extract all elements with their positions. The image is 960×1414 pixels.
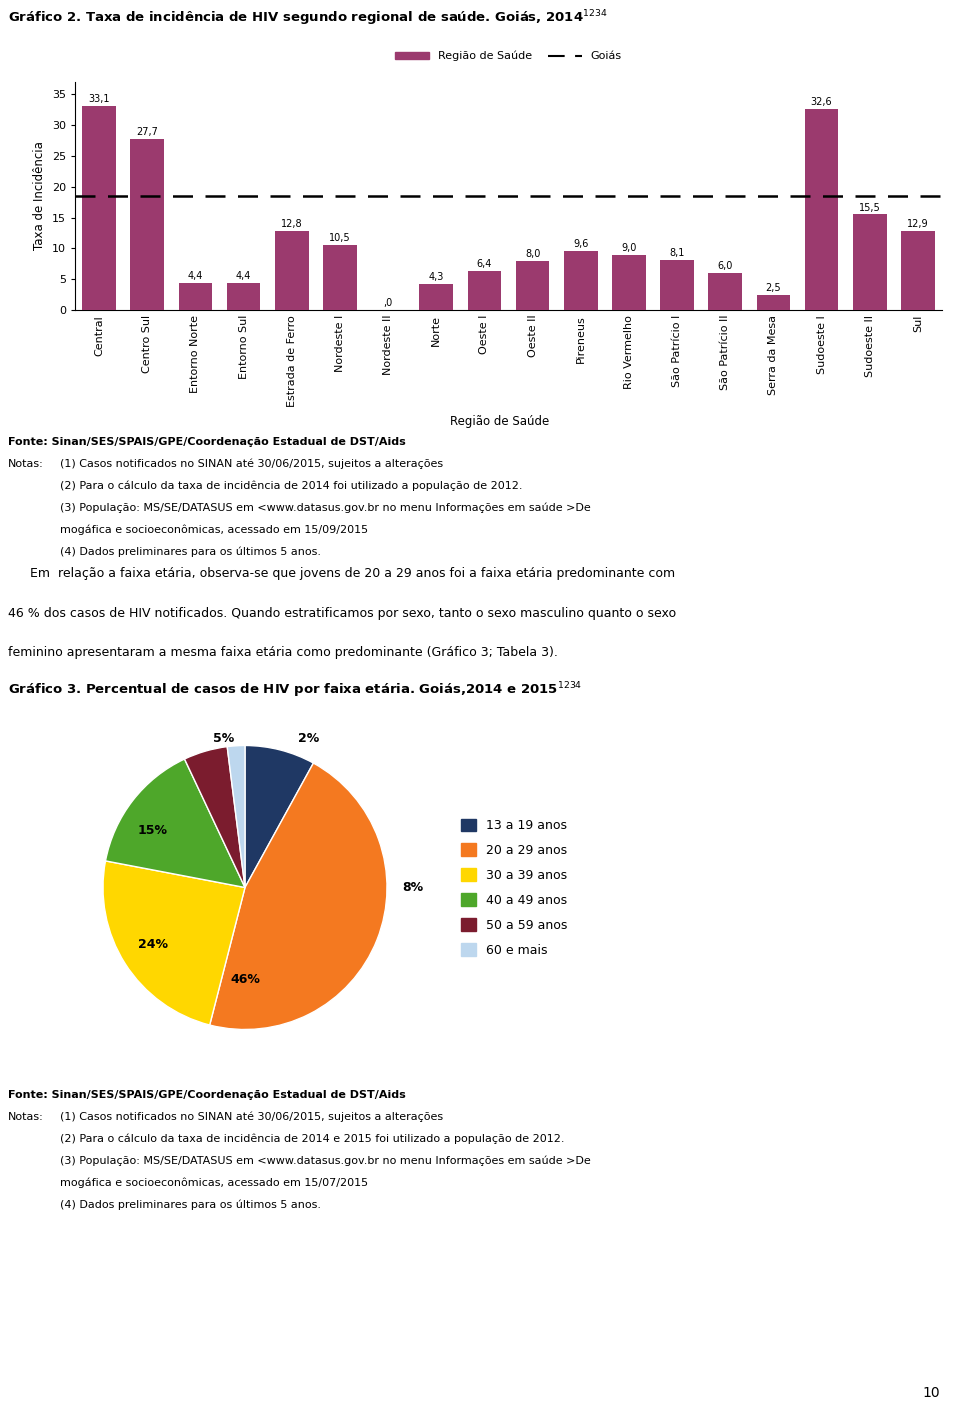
Bar [131,140,164,310]
Text: 4,4: 4,4 [188,271,204,281]
Text: 15%: 15% [137,824,168,837]
Text: 8%: 8% [402,881,423,894]
Bar [420,283,453,310]
Bar [179,283,212,310]
Text: 46 % dos casos de HIV notificados. Quando estratificamos por sexo, tanto o sexo : 46 % dos casos de HIV notificados. Quand… [8,607,676,619]
Bar [708,273,742,310]
Bar [901,230,935,310]
Bar [468,270,501,310]
Bar [660,260,694,310]
Text: 2,5: 2,5 [766,283,781,293]
Bar [516,260,549,310]
Text: 8,0: 8,0 [525,249,540,259]
Wedge shape [245,745,313,888]
Wedge shape [184,747,245,888]
Text: (1) Casos notificados no SINAN até 30/06/2015, sujeitos a alterações: (1) Casos notificados no SINAN até 30/06… [60,460,444,469]
Text: (1) Casos notificados no SINAN até 30/06/2015, sujeitos a alterações: (1) Casos notificados no SINAN até 30/06… [60,1111,444,1123]
Text: 15,5: 15,5 [859,202,880,212]
Text: (4) Dados preliminares para os últimos 5 anos.: (4) Dados preliminares para os últimos 5… [60,1199,321,1210]
Wedge shape [103,861,245,1025]
Text: 9,6: 9,6 [573,239,588,249]
Text: 32,6: 32,6 [811,98,832,107]
Text: feminino apresentaram a mesma faixa etária como predominante (Gráfico 3; Tabela : feminino apresentaram a mesma faixa etár… [8,646,558,659]
Text: 2%: 2% [299,732,320,745]
Text: 9,0: 9,0 [621,243,636,253]
Text: 10: 10 [923,1386,940,1400]
Bar [852,215,887,310]
Legend: 13 a 19 anos, 20 a 29 anos, 30 a 39 anos, 40 a 49 anos, 50 a 59 anos, 60 e mais: 13 a 19 anos, 20 a 29 anos, 30 a 39 anos… [457,814,571,960]
Bar [275,230,308,310]
Text: (4) Dados preliminares para os últimos 5 anos.: (4) Dados preliminares para os últimos 5… [60,547,321,557]
Text: Gráfico 2. Taxa de incidência de HIV segundo regional de saúde. Goiás, 2014$^{12: Gráfico 2. Taxa de incidência de HIV seg… [8,8,608,28]
Text: 4,4: 4,4 [236,271,252,281]
Wedge shape [228,745,245,888]
Text: 24%: 24% [137,937,168,950]
Text: (2) Para o cálculo da taxa de incidência de 2014 e 2015 foi utilizado a populaçã: (2) Para o cálculo da taxa de incidência… [60,1134,564,1144]
Text: (3) População: MS/SE/DATASUS em <www.datasus.gov.br no menu Informações em saúde: (3) População: MS/SE/DATASUS em <www.dat… [60,1155,590,1167]
Text: Gráfico 3. Percentual de casos de HIV por faixa etária. Goiás,2014 e 2015$^{1234: Gráfico 3. Percentual de casos de HIV po… [8,680,583,700]
Text: 6,0: 6,0 [717,262,732,271]
Wedge shape [106,759,245,888]
Text: mogáfica e socioeconômicas, acessado em 15/07/2015: mogáfica e socioeconômicas, acessado em … [60,1178,368,1188]
Text: 4,3: 4,3 [428,271,444,281]
Bar [804,109,838,310]
Bar [564,250,598,310]
Text: Notas:: Notas: [8,1111,44,1121]
Wedge shape [209,764,387,1029]
Bar [324,245,357,310]
Text: (3) População: MS/SE/DATASUS em <www.datasus.gov.br no menu Informações em saúde: (3) População: MS/SE/DATASUS em <www.dat… [60,503,590,513]
Text: 12,9: 12,9 [907,219,928,229]
Text: Região de Saúde: Região de Saúde [449,414,549,428]
Bar [83,106,116,310]
Legend: Região de Saúde, Goiás: Região de Saúde, Goiás [391,47,626,66]
Text: 6,4: 6,4 [477,259,492,269]
Bar [612,255,646,310]
Bar [227,283,260,310]
Text: Notas:: Notas: [8,460,44,469]
Text: 12,8: 12,8 [281,219,302,229]
Text: 27,7: 27,7 [136,127,158,137]
Text: Em  relação a faixa etária, observa-se que jovens de 20 a 29 anos foi a faixa et: Em relação a faixa etária, observa-se qu… [30,567,675,580]
Text: 10,5: 10,5 [329,233,350,243]
Text: ,0: ,0 [383,298,393,308]
Text: (2) Para o cálculo da taxa de incidência de 2014 foi utilizado a população de 20: (2) Para o cálculo da taxa de incidência… [60,481,522,491]
Text: 8,1: 8,1 [669,249,684,259]
Text: mogáfica e socioeconômicas, acessado em 15/09/2015: mogáfica e socioeconômicas, acessado em … [60,525,368,534]
Bar [756,294,790,310]
Y-axis label: Taxa de Incidência: Taxa de Incidência [34,141,46,250]
Text: 46%: 46% [230,973,260,987]
Text: 5%: 5% [213,732,234,745]
Text: Fonte: Sinan/SES/SPAIS/GPE/Coordenação Estadual de DST/Aids: Fonte: Sinan/SES/SPAIS/GPE/Coordenação E… [8,437,406,447]
Text: 33,1: 33,1 [88,95,109,105]
Text: Fonte: Sinan/SES/SPAIS/GPE/Coordenação Estadual de DST/Aids: Fonte: Sinan/SES/SPAIS/GPE/Coordenação E… [8,1090,406,1100]
